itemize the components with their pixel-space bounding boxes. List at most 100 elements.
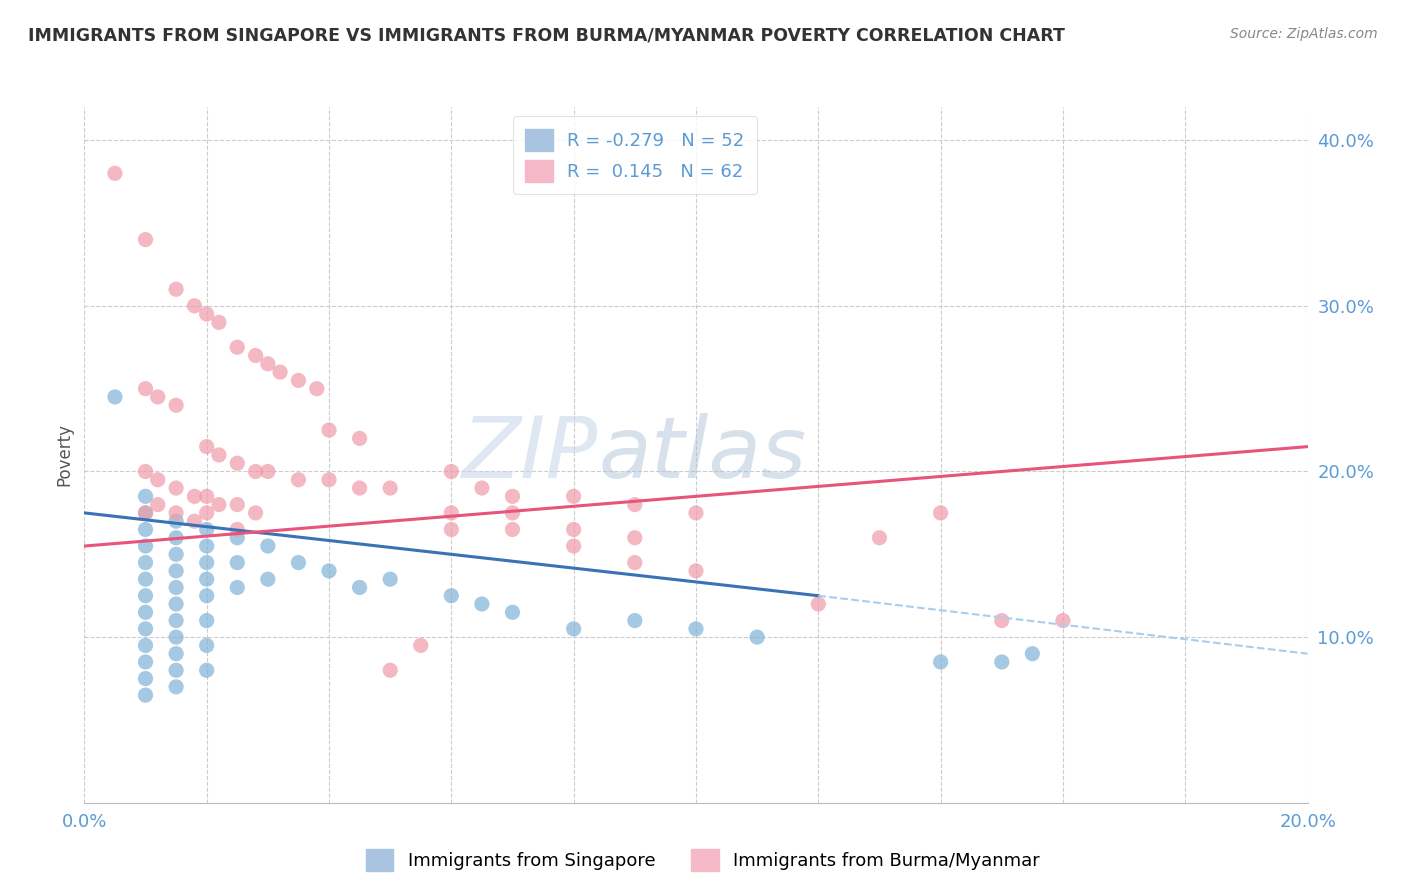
Point bbox=[257, 357, 280, 371]
Point bbox=[269, 365, 291, 379]
Point bbox=[208, 498, 231, 512]
Point bbox=[624, 531, 647, 545]
Point bbox=[380, 572, 402, 586]
Point bbox=[257, 572, 280, 586]
Point bbox=[226, 498, 249, 512]
Point bbox=[165, 630, 187, 644]
Point bbox=[135, 506, 157, 520]
Point bbox=[624, 556, 647, 570]
Text: ZIP: ZIP bbox=[461, 413, 598, 497]
Point bbox=[624, 498, 647, 512]
Point bbox=[183, 489, 205, 503]
Point bbox=[380, 663, 402, 677]
Point bbox=[135, 382, 157, 396]
Point bbox=[165, 531, 187, 545]
Point bbox=[135, 655, 157, 669]
Point bbox=[349, 581, 371, 595]
Point bbox=[869, 531, 891, 545]
Point bbox=[226, 340, 249, 354]
Point bbox=[502, 506, 524, 520]
Point bbox=[135, 539, 157, 553]
Point bbox=[502, 489, 524, 503]
Point bbox=[685, 506, 707, 520]
Point bbox=[135, 589, 157, 603]
Point bbox=[502, 605, 524, 619]
Point bbox=[195, 307, 218, 321]
Point bbox=[135, 506, 157, 520]
Point bbox=[165, 282, 187, 296]
Point bbox=[135, 572, 157, 586]
Point bbox=[440, 506, 463, 520]
Point bbox=[135, 523, 157, 537]
Point bbox=[929, 506, 952, 520]
Point bbox=[562, 539, 585, 553]
Point bbox=[165, 581, 187, 595]
Text: Source: ZipAtlas.com: Source: ZipAtlas.com bbox=[1230, 27, 1378, 41]
Point bbox=[1052, 614, 1074, 628]
Point bbox=[165, 647, 187, 661]
Point bbox=[245, 506, 267, 520]
Point bbox=[245, 465, 267, 479]
Point bbox=[195, 639, 218, 653]
Point bbox=[183, 514, 205, 528]
Point bbox=[195, 539, 218, 553]
Point bbox=[287, 556, 309, 570]
Point bbox=[471, 481, 494, 495]
Point bbox=[135, 489, 157, 503]
Point bbox=[1021, 647, 1043, 661]
Point bbox=[183, 299, 205, 313]
Point bbox=[104, 166, 127, 180]
Point bbox=[440, 589, 463, 603]
Point bbox=[318, 564, 340, 578]
Point bbox=[195, 523, 218, 537]
Point bbox=[195, 489, 218, 503]
Point bbox=[104, 390, 127, 404]
Point bbox=[195, 556, 218, 570]
Y-axis label: Poverty: Poverty bbox=[55, 424, 73, 486]
Point bbox=[135, 556, 157, 570]
Point bbox=[440, 465, 463, 479]
Point bbox=[135, 622, 157, 636]
Point bbox=[318, 423, 340, 437]
Point bbox=[135, 233, 157, 247]
Point bbox=[195, 440, 218, 454]
Point bbox=[991, 655, 1014, 669]
Point bbox=[165, 597, 187, 611]
Point bbox=[747, 630, 769, 644]
Point bbox=[562, 622, 585, 636]
Point bbox=[440, 523, 463, 537]
Text: IMMIGRANTS FROM SINGAPORE VS IMMIGRANTS FROM BURMA/MYANMAR POVERTY CORRELATION C: IMMIGRANTS FROM SINGAPORE VS IMMIGRANTS … bbox=[28, 27, 1064, 45]
Point bbox=[165, 680, 187, 694]
Point bbox=[318, 473, 340, 487]
Point bbox=[165, 564, 187, 578]
Point bbox=[165, 514, 187, 528]
Point bbox=[135, 465, 157, 479]
Point bbox=[624, 614, 647, 628]
Point bbox=[165, 398, 187, 412]
Point bbox=[146, 390, 169, 404]
Point bbox=[562, 523, 585, 537]
Point bbox=[226, 456, 249, 470]
Point bbox=[165, 506, 187, 520]
Point bbox=[685, 564, 707, 578]
Point bbox=[245, 349, 267, 363]
Point bbox=[349, 431, 371, 445]
Point bbox=[165, 547, 187, 561]
Point bbox=[195, 614, 218, 628]
Point bbox=[195, 663, 218, 677]
Point bbox=[807, 597, 830, 611]
Point bbox=[562, 489, 585, 503]
Point bbox=[226, 581, 249, 595]
Point bbox=[305, 382, 328, 396]
Point bbox=[409, 639, 432, 653]
Point bbox=[165, 663, 187, 677]
Point bbox=[146, 473, 169, 487]
Point bbox=[226, 531, 249, 545]
Point bbox=[471, 597, 494, 611]
Point bbox=[195, 572, 218, 586]
Point bbox=[208, 315, 231, 329]
Point bbox=[195, 506, 218, 520]
Point bbox=[165, 481, 187, 495]
Point bbox=[226, 523, 249, 537]
Point bbox=[195, 589, 218, 603]
